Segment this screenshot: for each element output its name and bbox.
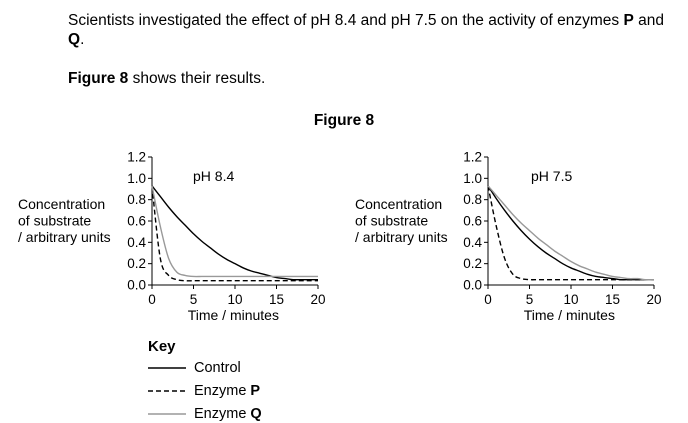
intro-enzyme-q: Q [68, 31, 81, 48]
series-line-control [487, 185, 654, 281]
y-tick-label: 0.0 [463, 278, 482, 293]
series-line-enzyme_q [487, 185, 655, 281]
x-tick-label: 0 [484, 292, 492, 307]
y-axis-label-line: / arbitrary units [18, 229, 111, 245]
key-title: Key [148, 338, 176, 355]
intro-paragraph: Scientists investigated the effect of pH… [68, 11, 678, 49]
series-line-enzyme_p [487, 185, 654, 281]
key-label-enzyme-p-letter: P [250, 383, 261, 399]
figure-reference: Figure 8 shows their results. [68, 70, 265, 88]
x-tick-label: 10 [563, 292, 578, 307]
chart-2: 0.0 0.2 0.4 0.6 0.8 1.0 1.2 0 5 10 15 20 Time / minu… [355, 150, 662, 324]
x-tick-label: 10 [227, 292, 242, 307]
y-axis-label-line: Concentration [18, 196, 105, 212]
chart-1: 0.0 0.2 0.4 0.6 0.8 1.0 1.2 0 5 10 15 20 Time / minu… [18, 150, 326, 324]
y-tick-label: 0.2 [127, 256, 146, 271]
x-tick-label: 15 [605, 292, 620, 307]
figure-reference-bold: Figure 8 [68, 70, 129, 87]
key-label-control: Control [194, 360, 241, 376]
x-axis-label: Time / minutes [188, 307, 279, 323]
y-axis-label-line: of substrate [18, 213, 91, 229]
key-label-enzyme-q-letter: Q [250, 406, 262, 422]
x-axis-label: Time / minutes [524, 307, 615, 323]
chart-title: pH 8.4 [193, 168, 234, 184]
y-tick-label: 0.4 [127, 235, 146, 250]
y-tick-label: 0.2 [463, 256, 482, 271]
key-label-enzyme-q: Enzyme Q [194, 406, 262, 422]
series-line-enzyme_q [151, 185, 318, 278]
key-label-enzyme-p-prefix: Enzyme [194, 383, 251, 399]
figure-title: Figure 8 [313, 112, 375, 129]
x-tick-label: 5 [526, 292, 534, 307]
y-tick-label: 1.2 [127, 150, 146, 165]
x-tick-label: 20 [646, 292, 661, 307]
intro-and: and [633, 12, 664, 29]
y-tick-label: 1.2 [463, 150, 482, 165]
chart-title: pH 7.5 [531, 168, 572, 184]
key-label-enzyme-q-prefix: Enzyme [194, 406, 251, 422]
key-label-enzyme-p: Enzyme P [194, 383, 260, 399]
y-axis-label-line: / arbitrary units [355, 229, 448, 245]
y-axis-label-line: of substrate [355, 213, 428, 229]
y-tick-label: 0.0 [127, 278, 146, 293]
y-tick-label: 1.0 [463, 171, 482, 186]
series-line-enzyme_p [151, 185, 318, 282]
x-tick-label: 5 [190, 292, 198, 307]
y-tick-label: 0.8 [127, 192, 146, 207]
x-tick-label: 20 [310, 292, 325, 307]
x-tick-label: 0 [148, 292, 156, 307]
x-tick-label: 15 [269, 292, 284, 307]
figure-reference-text: shows their results. [128, 70, 266, 87]
y-tick-label: 0.8 [463, 192, 482, 207]
y-tick-label: 0.6 [463, 214, 482, 229]
intro-enzyme-p: P [623, 12, 634, 29]
intro-text: Scientists investigated the effect of pH… [68, 12, 624, 29]
y-tick-label: 0.6 [127, 214, 146, 229]
intro-end: . [80, 31, 85, 48]
y-tick-label: 1.0 [127, 171, 146, 186]
y-tick-label: 0.4 [463, 235, 482, 250]
y-axis-label-line: Concentration [355, 196, 442, 212]
series-line-control [151, 185, 318, 281]
